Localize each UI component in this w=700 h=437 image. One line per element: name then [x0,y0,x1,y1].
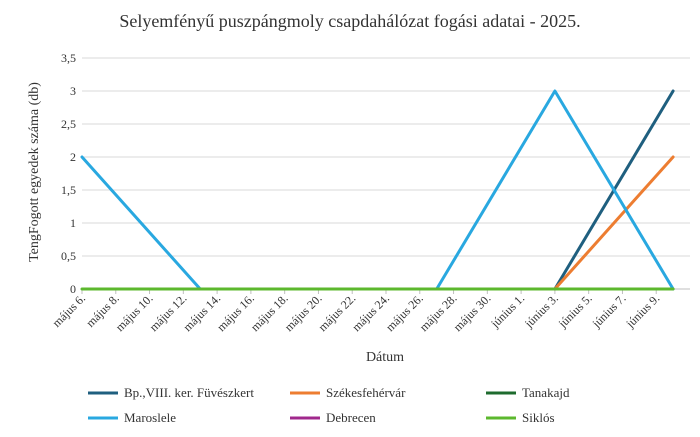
y-tick-label: 0,5 [61,249,76,263]
legend-item: Székesfehérvár [290,385,406,400]
y-tick-label: 0 [70,282,76,296]
plot-area [80,89,675,291]
chart-title: Selyemfényű puszpángmoly csapdahálózat f… [119,11,580,31]
x-tick-label: június 7. [589,291,629,331]
legend-item: Siklós [486,410,555,425]
x-tick-label: június 5. [555,291,595,331]
x-tick-label: június 1. [487,291,527,331]
y-tick-label: 3 [70,84,76,98]
x-tick-label: június 3. [521,291,561,331]
legend-label: Debrecen [326,410,376,425]
grid [82,57,690,290]
y-tick-label: 1,5 [61,183,76,197]
y-tick-label: 2,5 [61,117,76,131]
legend-label: Tanakajd [522,385,570,400]
y-tick-label: 3,5 [61,51,76,65]
x-tick-label: június 9. [623,291,663,331]
y-axis: 0 0,5 1 1,5 2 2,5 3 3,5 [61,51,76,296]
x-axis-title: Dátum [366,350,404,365]
legend-item: Tanakajd [486,385,570,400]
y-tick-label: 1 [70,216,76,230]
y-tick-label: 2 [70,150,76,164]
legend-item: Debrecen [290,410,376,425]
legend: Bp.,VIII. ker. Füvészkert Székesfehérvár T… [88,385,570,425]
series-line [553,155,675,291]
legend-label: Maroslele [124,410,176,425]
legend-item: Bp.,VIII. ker. Füvészkert [88,385,254,400]
x-tick-label: május 6. [49,291,88,330]
x-tick-label: május 30. [451,291,494,334]
x-axis: május 6.május 8.május 10.május 12.május … [49,289,662,334]
legend-label: Siklós [522,410,555,425]
legend-label: Bp.,VIII. ker. Füvészkert [124,385,254,400]
y-axis-title: TengFogott egyedek száma (db) [27,82,42,262]
legend-item: Maroslele [88,410,176,425]
legend-label: Székesfehérvár [326,385,406,400]
